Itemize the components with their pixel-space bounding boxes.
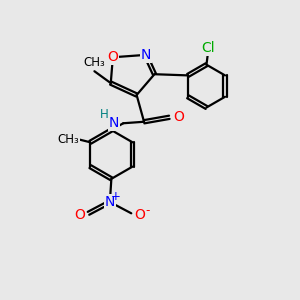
Text: +: +: [111, 190, 121, 202]
Text: O: O: [173, 110, 184, 124]
Text: N: N: [109, 116, 119, 130]
Text: N: N: [140, 48, 151, 62]
Text: O: O: [134, 208, 145, 222]
Text: CH₃: CH₃: [58, 133, 80, 146]
Text: CH₃: CH₃: [83, 56, 105, 69]
Text: N: N: [105, 195, 115, 209]
Text: Cl: Cl: [201, 41, 215, 56]
Text: -: -: [146, 204, 150, 217]
Text: H: H: [100, 108, 108, 122]
Text: O: O: [75, 208, 86, 222]
Text: O: O: [107, 50, 118, 64]
